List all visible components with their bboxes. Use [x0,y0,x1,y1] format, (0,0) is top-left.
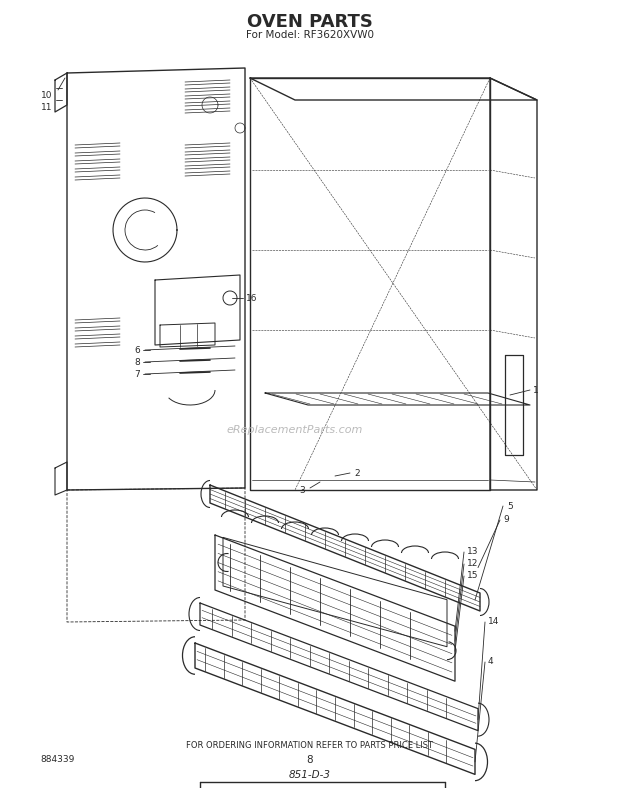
Text: For Model: RF3620XVW0: For Model: RF3620XVW0 [246,30,374,40]
Text: FOR ORDERING INFORMATION REFER TO PARTS PRICE LIST: FOR ORDERING INFORMATION REFER TO PARTS … [187,741,433,749]
Text: 7: 7 [135,370,140,378]
Text: 3: 3 [299,485,305,495]
Text: 884339: 884339 [40,756,74,764]
Text: 6: 6 [135,345,140,355]
Text: 14: 14 [488,618,499,626]
Text: eReplacementParts.com: eReplacementParts.com [227,425,363,435]
Text: 5: 5 [507,501,513,511]
Text: 13: 13 [467,548,479,556]
Text: 16: 16 [246,293,257,303]
Text: 10: 10 [40,91,52,99]
Text: 15: 15 [467,571,479,581]
Text: 11: 11 [40,102,52,111]
Text: 8: 8 [135,358,140,366]
Text: 9: 9 [503,515,509,525]
Text: 4: 4 [488,657,494,667]
Text: 12: 12 [467,559,479,568]
Text: 8: 8 [307,755,313,765]
Text: 2: 2 [354,469,360,478]
Text: 851-D-3: 851-D-3 [289,770,331,780]
Text: 1: 1 [533,385,539,395]
Text: OVEN PARTS: OVEN PARTS [247,13,373,31]
